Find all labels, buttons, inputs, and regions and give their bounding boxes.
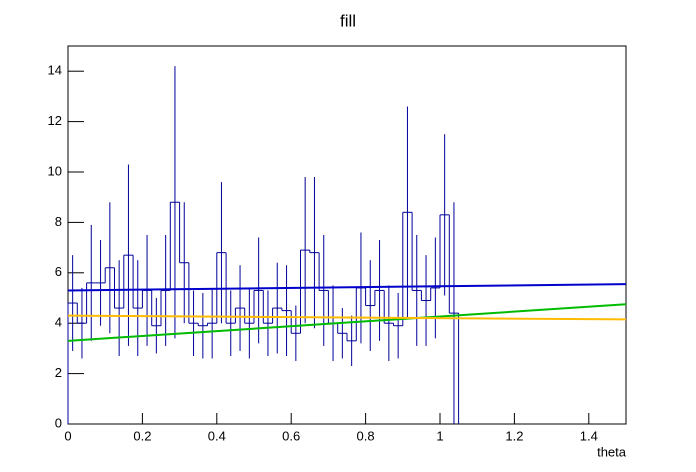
- y-tick-label: 10: [48, 163, 62, 178]
- x-tick-label: 1.4: [580, 428, 598, 443]
- x-tick-label: 0.4: [208, 428, 226, 443]
- x-tick-label: 0.2: [133, 428, 151, 443]
- chart-title: fill: [340, 11, 356, 30]
- fit-line: [67, 283, 627, 292]
- y-tick-label: 14: [48, 63, 62, 78]
- x-tick-label: 1.2: [505, 428, 523, 443]
- y-tick-label: 12: [48, 113, 62, 128]
- y-tick-label: 6: [55, 264, 62, 279]
- x-axis-label: theta: [597, 444, 627, 459]
- fit-line: [67, 314, 627, 321]
- fit-line: [67, 303, 627, 342]
- x-tick-label: 0: [64, 428, 71, 443]
- x-tick-label: 1: [436, 428, 443, 443]
- y-tick-label: 2: [55, 365, 62, 380]
- plot-frame: [67, 45, 627, 425]
- x-tick-label: 0.8: [357, 428, 375, 443]
- y-tick-label: 0: [55, 415, 62, 430]
- x-tick-label: 0.6: [282, 428, 300, 443]
- y-tick-label: 8: [55, 214, 62, 229]
- y-tick-label: 4: [55, 315, 62, 330]
